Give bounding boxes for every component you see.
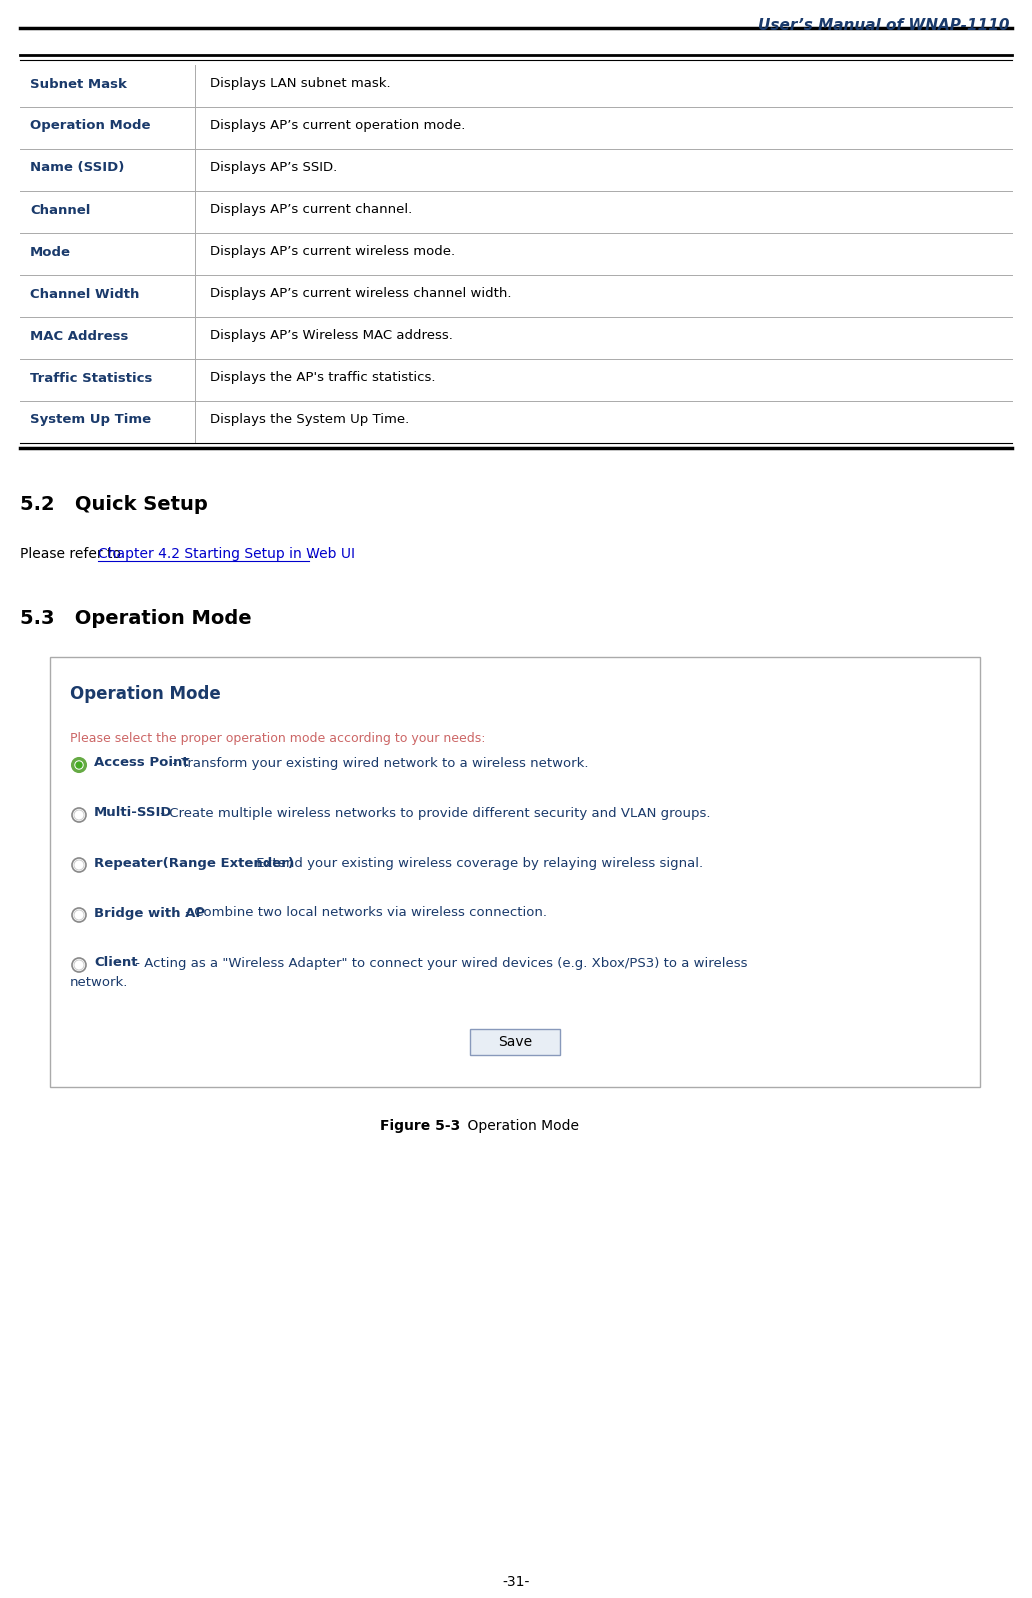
- Text: Displays AP’s current wireless channel width.: Displays AP’s current wireless channel w…: [209, 288, 512, 300]
- Text: Access Point: Access Point: [94, 756, 189, 770]
- Text: Operation Mode: Operation Mode: [70, 686, 221, 703]
- Text: .: .: [310, 547, 314, 561]
- Text: Displays AP’s current operation mode.: Displays AP’s current operation mode.: [209, 120, 465, 133]
- Text: Operation Mode: Operation Mode: [30, 120, 151, 133]
- Text: - Transform your existing wired network to a wireless network.: - Transform your existing wired network …: [168, 756, 589, 770]
- Text: Displays the System Up Time.: Displays the System Up Time.: [209, 414, 410, 427]
- Text: Displays AP’s current channel.: Displays AP’s current channel.: [209, 203, 412, 216]
- Text: - Acting as a "Wireless Adapter" to connect your wired devices (e.g. Xbox/PS3) t: - Acting as a "Wireless Adapter" to conn…: [131, 957, 748, 970]
- Text: System Up Time: System Up Time: [30, 414, 151, 427]
- Text: MAC Address: MAC Address: [30, 329, 128, 342]
- Text: Mode: Mode: [30, 246, 71, 259]
- Text: Operation Mode: Operation Mode: [450, 1119, 579, 1133]
- Text: Chapter 4.2 Starting Setup in Web UI: Chapter 4.2 Starting Setup in Web UI: [98, 547, 355, 561]
- Text: Please refer to: Please refer to: [20, 547, 125, 561]
- Text: 5.2   Quick Setup: 5.2 Quick Setup: [20, 495, 207, 515]
- Text: - Combine two local networks via wireless connection.: - Combine two local networks via wireles…: [181, 906, 547, 919]
- Text: Subnet Mask: Subnet Mask: [30, 77, 127, 91]
- FancyBboxPatch shape: [470, 1029, 560, 1055]
- Text: Channel Width: Channel Width: [30, 288, 139, 300]
- Text: - Create multiple wireless networks to provide different security and VLAN group: - Create multiple wireless networks to p…: [156, 807, 710, 820]
- Circle shape: [75, 761, 83, 769]
- Text: Client: Client: [94, 957, 137, 970]
- Text: Bridge with AP: Bridge with AP: [94, 906, 205, 919]
- Text: Displays AP’s Wireless MAC address.: Displays AP’s Wireless MAC address.: [209, 329, 453, 342]
- Text: network.: network.: [70, 975, 128, 989]
- Text: -31-: -31-: [503, 1576, 529, 1588]
- Circle shape: [76, 762, 82, 769]
- Text: Name (SSID): Name (SSID): [30, 161, 125, 174]
- Text: Multi-SSID: Multi-SSID: [94, 807, 172, 820]
- Text: Repeater(Range Extender): Repeater(Range Extender): [94, 857, 294, 869]
- Text: Channel: Channel: [30, 203, 91, 216]
- Text: - Extend your existing wireless coverage by relaying wireless signal.: - Extend your existing wireless coverage…: [243, 857, 703, 869]
- Text: Displays AP’s SSID.: Displays AP’s SSID.: [209, 161, 337, 174]
- Text: Please select the proper operation mode according to your needs:: Please select the proper operation mode …: [70, 732, 485, 745]
- Text: Displays LAN subnet mask.: Displays LAN subnet mask.: [209, 77, 391, 91]
- Text: User’s Manual of WNAP-1110: User’s Manual of WNAP-1110: [759, 18, 1010, 34]
- Text: Displays AP’s current wireless mode.: Displays AP’s current wireless mode.: [209, 246, 455, 259]
- Text: Save: Save: [497, 1036, 533, 1048]
- Text: 5.3   Operation Mode: 5.3 Operation Mode: [20, 609, 252, 628]
- Text: Displays the AP's traffic statistics.: Displays the AP's traffic statistics.: [209, 371, 436, 385]
- Text: Traffic Statistics: Traffic Statistics: [30, 371, 153, 385]
- Text: Figure 5-3: Figure 5-3: [380, 1119, 460, 1133]
- Circle shape: [72, 757, 86, 772]
- FancyBboxPatch shape: [50, 657, 980, 1087]
